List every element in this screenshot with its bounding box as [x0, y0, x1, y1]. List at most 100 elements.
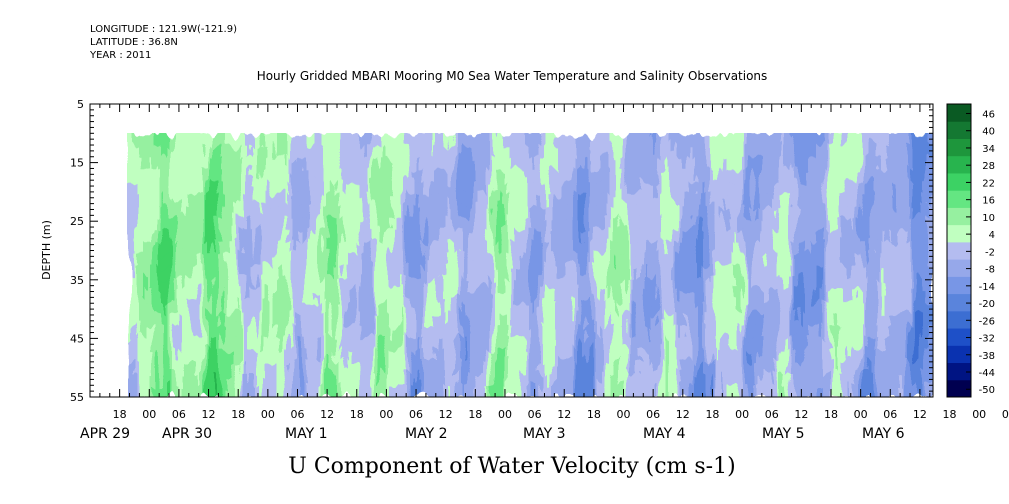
- heatmap-cell: [670, 373, 674, 386]
- heatmap-cell: [514, 361, 518, 374]
- heatmap-cell: [184, 277, 188, 291]
- heatmap-cell: [181, 337, 185, 351]
- heatmap-cell: [289, 373, 293, 386]
- heatmap-cell: [772, 145, 776, 159]
- heatmap-cell: [346, 313, 350, 327]
- heatmap-cell: [802, 133, 806, 147]
- heatmap-cell: [778, 205, 782, 219]
- heatmap-cell: [640, 205, 644, 219]
- heatmap-cell: [217, 277, 221, 291]
- heatmap-cell: [325, 181, 329, 195]
- heatmap-cell: [580, 337, 584, 351]
- heatmap-cell: [373, 289, 377, 303]
- heatmap-cell: [691, 277, 695, 291]
- heatmap-cell: [799, 145, 803, 159]
- heatmap-cell: [430, 325, 434, 339]
- heatmap-cell: [691, 181, 695, 195]
- heatmap-cell: [568, 265, 572, 279]
- heatmap-cell: [238, 361, 242, 374]
- heatmap-cell: [154, 373, 158, 386]
- heatmap-cell: [772, 301, 776, 315]
- heatmap-cell: [355, 325, 359, 339]
- heatmap-cell: [268, 157, 272, 171]
- heatmap-cell: [511, 373, 515, 386]
- heatmap-cell: [346, 157, 350, 171]
- heatmap-cell: [358, 145, 362, 159]
- heatmap-cell: [481, 253, 485, 267]
- heatmap-cell: [229, 385, 233, 397]
- heatmap-cell: [262, 181, 266, 195]
- heatmap-cell: [595, 157, 599, 171]
- heatmap-cell: [766, 301, 770, 315]
- heatmap-cell: [733, 205, 737, 219]
- heatmap-cell: [400, 205, 404, 219]
- heatmap-cell: [394, 133, 398, 147]
- heatmap-cell: [430, 241, 434, 255]
- heatmap-cell: [520, 361, 524, 374]
- heatmap-cell: [745, 169, 749, 183]
- heatmap-cell: [352, 133, 356, 147]
- heatmap-cell: [532, 385, 536, 397]
- heatmap-cell: [577, 373, 581, 386]
- heatmap-cell: [643, 301, 647, 315]
- heatmap-cell: [253, 349, 257, 363]
- heatmap-cell: [301, 145, 305, 159]
- heatmap-cell: [325, 205, 329, 219]
- heatmap-cell: [601, 205, 605, 219]
- heatmap-cell: [751, 277, 755, 291]
- heatmap-cell: [598, 253, 602, 267]
- heatmap-cell: [349, 169, 353, 183]
- heatmap-cell: [769, 313, 773, 327]
- heatmap-cell: [571, 289, 575, 303]
- heatmap-cell: [736, 229, 740, 243]
- heatmap-cell: [613, 289, 617, 303]
- heatmap-cell: [127, 337, 131, 351]
- heatmap-cell: [250, 145, 254, 159]
- heatmap-cell: [169, 385, 173, 397]
- heatmap-cell: [487, 385, 491, 397]
- heatmap-cell: [463, 193, 467, 207]
- heatmap-cell: [493, 373, 497, 386]
- heatmap-cell: [334, 193, 338, 207]
- heatmap-cell: [487, 361, 491, 374]
- heatmap-cell: [550, 205, 554, 219]
- heatmap-cell: [418, 301, 422, 315]
- heatmap-cell: [517, 193, 521, 207]
- heatmap-cell: [514, 181, 518, 195]
- heatmap-cell: [523, 349, 527, 363]
- heatmap-cell: [706, 229, 710, 243]
- heatmap-cell: [346, 265, 350, 279]
- heatmap-cell: [649, 361, 653, 374]
- heatmap-cell: [406, 265, 410, 279]
- heatmap-cell: [283, 361, 287, 374]
- heatmap-cell: [481, 301, 485, 315]
- heatmap-cell: [775, 229, 779, 243]
- heatmap-cell: [424, 193, 428, 207]
- heatmap-cell: [712, 241, 716, 255]
- heatmap-cell: [571, 241, 575, 255]
- heatmap-cell: [439, 169, 443, 183]
- heatmap-cell: [268, 301, 272, 315]
- heatmap-cell: [715, 373, 719, 386]
- heatmap-cell: [709, 229, 713, 243]
- heatmap-cell: [199, 133, 203, 147]
- heatmap-cell: [601, 133, 605, 147]
- heatmap-cell: [778, 349, 782, 363]
- heatmap-cell: [733, 373, 737, 386]
- heatmap-cell: [187, 253, 191, 267]
- heatmap-cell: [538, 193, 542, 207]
- heatmap-cell: [661, 145, 665, 159]
- heatmap-cell: [136, 373, 140, 386]
- heatmap-cell: [289, 301, 293, 315]
- heatmap-cell: [580, 169, 584, 183]
- heatmap-cell: [364, 217, 368, 231]
- heatmap-cell: [385, 229, 389, 243]
- heatmap-cell: [343, 229, 347, 243]
- heatmap-cell: [442, 265, 446, 279]
- heatmap-cell: [448, 349, 452, 363]
- heatmap-cell: [340, 385, 344, 397]
- heatmap-cell: [397, 205, 401, 219]
- heatmap-cell: [490, 217, 494, 231]
- heatmap-cell: [676, 313, 680, 327]
- heatmap-cell: [631, 349, 635, 363]
